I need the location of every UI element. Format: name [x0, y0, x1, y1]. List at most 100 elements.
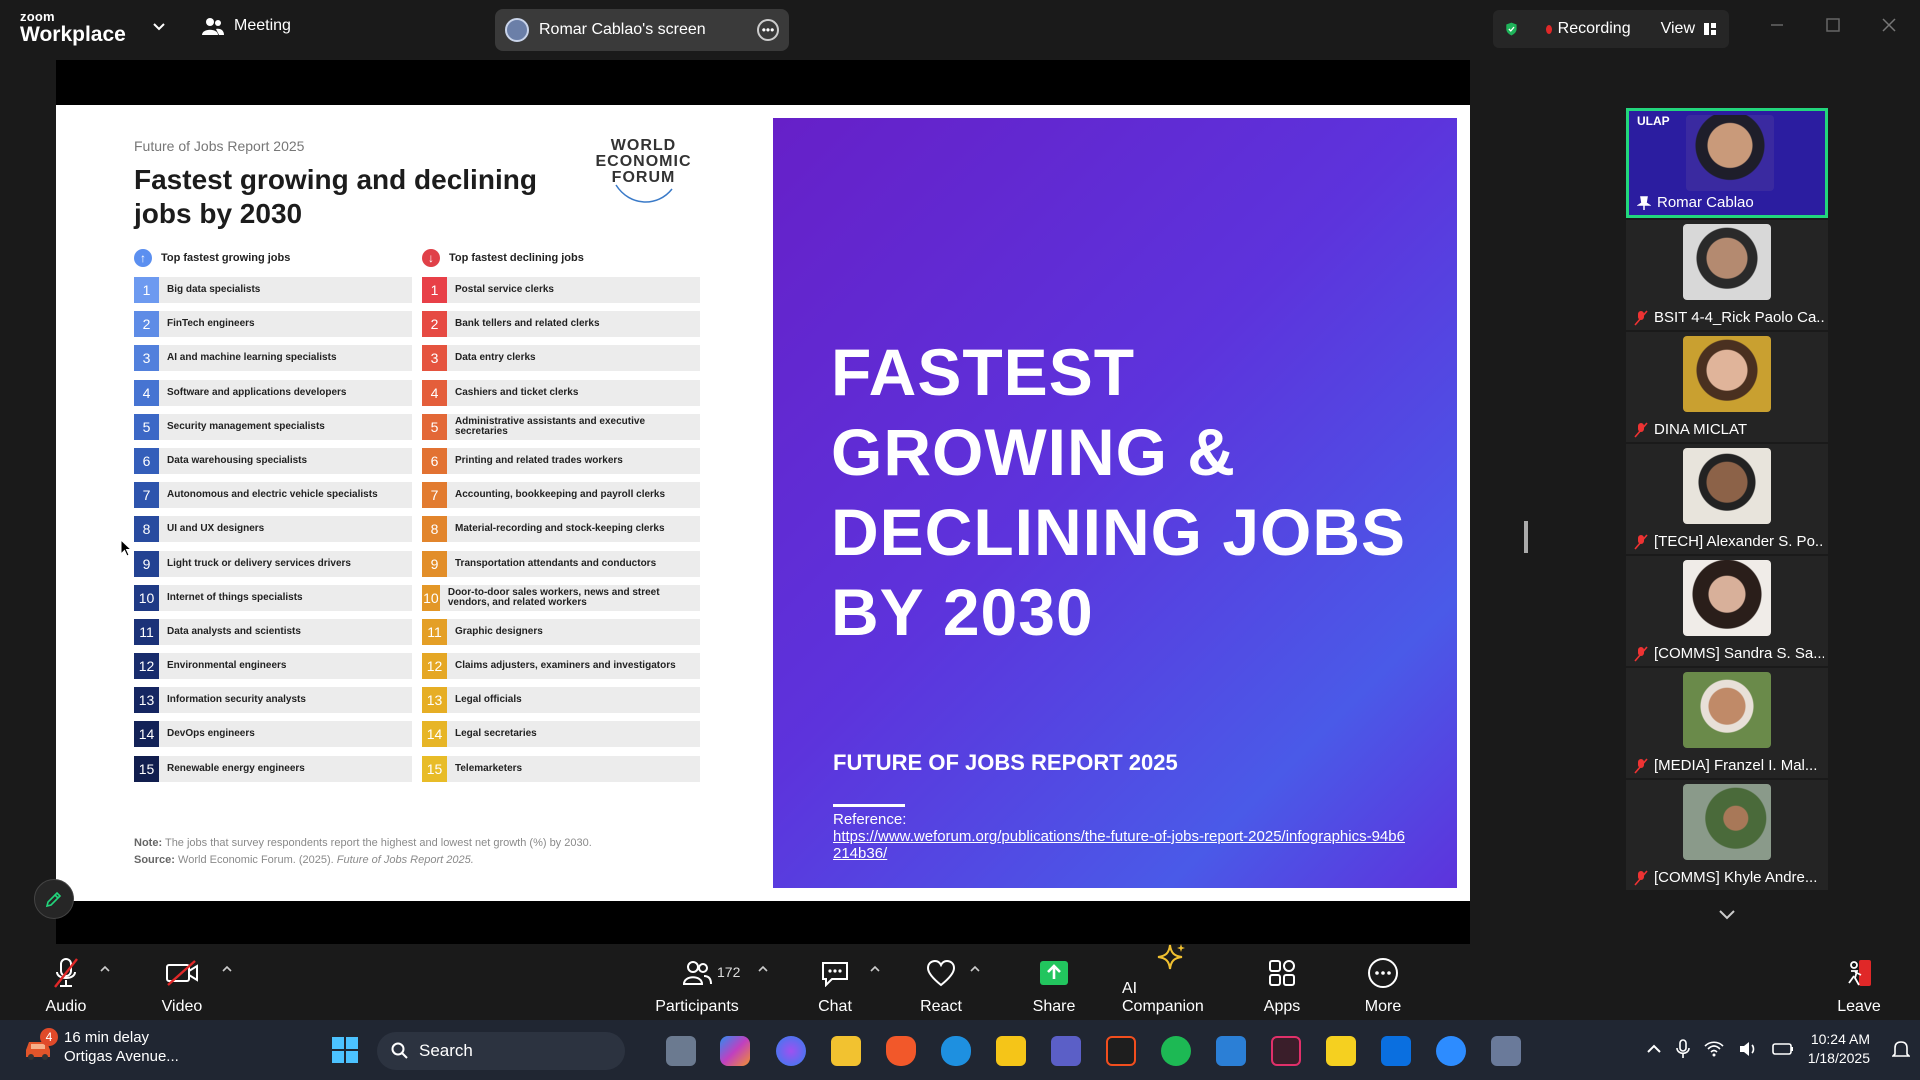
video-tile[interactable]: [COMMS] Sandra S. Sa... — [1626, 556, 1828, 666]
job-title: Light truck or delivery services drivers — [167, 557, 351, 569]
more-options-icon[interactable]: ••• — [757, 19, 779, 41]
more-icon — [1366, 956, 1400, 990]
microphone-icon[interactable] — [1675, 1039, 1690, 1059]
wef-logo-line: WORLD — [610, 137, 677, 154]
job-rank: 11 — [134, 618, 159, 645]
apps-button[interactable]: Apps — [1262, 944, 1302, 1020]
grid-icon — [1704, 23, 1716, 35]
chevron-up-icon[interactable] — [99, 964, 111, 974]
recording-label[interactable]: Recording — [1557, 20, 1631, 37]
react-button[interactable]: React — [920, 944, 962, 1020]
snipping-tool-icon[interactable] — [1491, 1036, 1521, 1066]
close-icon[interactable] — [1878, 14, 1900, 36]
job-row: 2 FinTech engineers — [134, 311, 412, 338]
participant-video — [1683, 448, 1771, 524]
job-rank: 15 — [134, 755, 159, 782]
trello-icon[interactable] — [1381, 1036, 1411, 1066]
chevron-up-icon[interactable] — [1646, 1043, 1662, 1055]
participant-video — [1683, 560, 1771, 636]
screen-share-pill[interactable]: Romar Cablao's screen ••• — [495, 9, 789, 51]
participant-gallery: ULAP Romar Cablao BSIT 4-4_Rick Paolo Ca… — [1626, 108, 1828, 938]
spotify-icon[interactable] — [1161, 1036, 1191, 1066]
shield-icon[interactable] — [1505, 18, 1518, 40]
ai-companion-button[interactable]: AI Companion — [1122, 944, 1222, 1020]
chevron-down-icon[interactable] — [152, 20, 166, 34]
mic-muted-icon — [1634, 645, 1648, 662]
taskbar-search[interactable]: Search — [377, 1032, 625, 1070]
clock[interactable]: 10:24 AM 1/18/2025 — [1808, 1030, 1870, 1068]
copilot-icon[interactable] — [720, 1036, 750, 1066]
job-row: 2 Bank tellers and related clerks — [422, 311, 700, 338]
view-button[interactable]: View — [1661, 20, 1717, 38]
video-tile[interactable]: [COMMS] Khyle Andre... — [1626, 780, 1828, 890]
sticky-notes-icon[interactable] — [1326, 1036, 1356, 1066]
chevron-up-icon[interactable] — [969, 964, 981, 974]
reference-link[interactable]: https://www.weforum.org/publications/the… — [833, 828, 1405, 862]
chat-button[interactable]: Chat — [815, 944, 855, 1020]
annotate-button[interactable] — [34, 879, 74, 919]
file-explorer-icon[interactable] — [831, 1036, 861, 1066]
weather-widget[interactable]: 16 min delay Ortigas Avenue... — [22, 1028, 179, 1066]
job-title: Data analysts and scientists — [167, 625, 301, 637]
windows-start-icon[interactable] — [330, 1035, 360, 1065]
job-title: Claims adjusters, examiners and investig… — [455, 660, 676, 672]
participant-name: [MEDIA] Franzel I. Mal... — [1654, 757, 1818, 774]
share-screen-icon — [1037, 956, 1071, 990]
job-row: 1 Postal service clerks — [422, 277, 700, 303]
figma-icon[interactable] — [1106, 1036, 1136, 1066]
job-title: DevOps engineers — [167, 728, 255, 740]
panel-resize-handle[interactable] — [1524, 521, 1528, 553]
brave-browser-icon[interactable] — [886, 1036, 916, 1066]
chevron-up-icon[interactable] — [757, 964, 769, 974]
participants-button[interactable]: Participants — [655, 944, 739, 1020]
messenger-icon[interactable] — [776, 1036, 806, 1066]
onedrive-icon[interactable] — [941, 1036, 971, 1066]
task-view-icon[interactable] — [666, 1036, 696, 1066]
wifi-icon[interactable] — [1704, 1041, 1724, 1057]
job-row: 15 Renewable energy engineers — [134, 755, 412, 782]
meeting-info-button[interactable]: Meeting — [202, 16, 291, 36]
minimize-icon[interactable] — [1766, 14, 1788, 36]
job-row: 12 Claims adjusters, examiners and invest… — [422, 653, 700, 680]
video-tile[interactable]: ULAP Romar Cablao — [1626, 108, 1828, 218]
chevron-down-icon[interactable] — [1716, 908, 1738, 922]
leave-icon — [1842, 956, 1876, 990]
job-title: Door-to-door sales workers, news and str… — [447, 586, 660, 608]
source-label: Source: — [134, 854, 175, 866]
participant-name-row: DINA MICLAT — [1634, 421, 1824, 438]
zoom-icon[interactable] — [1436, 1036, 1466, 1066]
chevron-up-icon[interactable] — [869, 964, 881, 974]
video-tile[interactable]: DINA MICLAT — [1626, 332, 1828, 442]
job-row: 7 Accounting, bookkeeping and payroll cle… — [422, 482, 700, 509]
sparkle-icon — [1155, 942, 1189, 972]
job-rank: 12 — [134, 653, 159, 680]
job-title: Accounting, bookkeeping and payroll cler… — [455, 489, 666, 501]
volume-icon[interactable] — [1738, 1041, 1758, 1057]
video-tile[interactable]: [TECH] Alexander S. Po... — [1626, 444, 1828, 554]
video-tile[interactable]: BSIT 4-4_Rick Paolo Ca... — [1626, 220, 1828, 330]
more-button[interactable]: More — [1362, 944, 1404, 1020]
video-tile[interactable]: [MEDIA] Franzel I. Mal... — [1626, 668, 1828, 778]
job-title: Security management specialists — [167, 420, 325, 432]
job-row: 4 Cashiers and ticket clerks — [422, 379, 700, 406]
notification-bell-icon[interactable] — [1892, 1039, 1910, 1059]
battery-icon[interactable] — [1771, 1042, 1794, 1056]
teams-icon[interactable] — [1051, 1036, 1081, 1066]
participant-name-row: [COMMS] Khyle Andre... — [1634, 869, 1824, 886]
leave-button[interactable]: Leave — [1836, 944, 1882, 1020]
declining-jobs-list: 1 Postal service clerks 2 Bank tellers and … — [422, 277, 700, 790]
meeting-label: Meeting — [234, 17, 291, 34]
maximize-icon[interactable] — [1822, 14, 1844, 36]
job-row: 15 Telemarketers — [422, 755, 700, 782]
app-icon[interactable] — [1271, 1036, 1301, 1066]
title-panel: FASTEST GROWING & DECLINING JOBS BY 2030… — [773, 118, 1457, 888]
chevron-up-icon[interactable] — [221, 964, 233, 974]
weather-line1: 16 min delay — [64, 1029, 150, 1046]
job-row: 8 Material-recording and stock-keeping cl… — [422, 516, 700, 543]
google-keep-icon[interactable] — [996, 1036, 1026, 1066]
vscode-icon[interactable] — [1216, 1036, 1246, 1066]
audio-button[interactable]: Audio — [44, 944, 88, 1020]
video-button[interactable]: Video — [160, 944, 204, 1020]
share-button[interactable]: Share — [1030, 944, 1078, 1020]
video-label: Video — [161, 998, 203, 1015]
